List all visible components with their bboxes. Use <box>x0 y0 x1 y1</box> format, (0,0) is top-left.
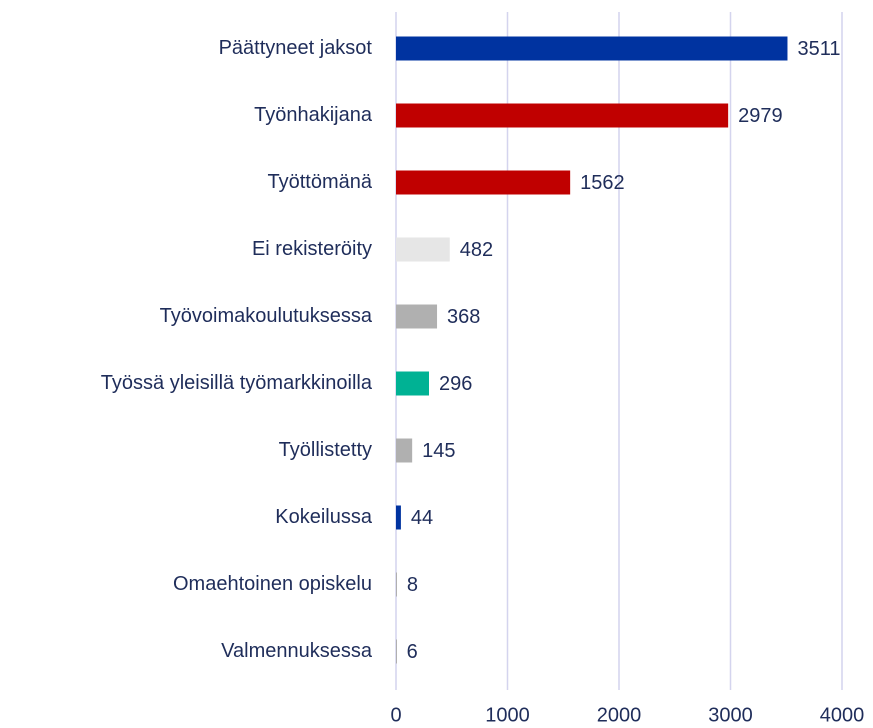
bar <box>396 371 430 396</box>
y-tick-label: Työllistetty <box>279 439 372 461</box>
y-tick-label: Työvoimakoulutuksessa <box>160 305 373 327</box>
value-label: 2979 <box>738 105 783 127</box>
value-label: 1562 <box>580 172 625 194</box>
y-tick-label: Omaehtoinen opiskelu <box>173 573 372 595</box>
value-label: 368 <box>447 306 480 328</box>
x-tick-label: 2000 <box>597 704 642 726</box>
bar <box>396 36 788 61</box>
bar <box>396 639 397 664</box>
value-label: 8 <box>407 574 418 596</box>
y-tick-label: Työssä yleisillä työmarkkinoilla <box>101 372 373 394</box>
bar <box>396 170 571 195</box>
value-label: 296 <box>439 373 472 395</box>
bar <box>396 103 729 128</box>
y-tick-label: Päättyneet jaksot <box>219 37 373 59</box>
x-tick-label: 0 <box>390 704 401 726</box>
value-label: 482 <box>460 239 493 261</box>
x-tick-label: 1000 <box>485 704 530 726</box>
y-tick-label: Työnhakijana <box>254 104 373 126</box>
y-tick-label: Ei rekisteröity <box>252 238 372 260</box>
value-label: 44 <box>411 507 433 529</box>
y-tick-label: Valmennuksessa <box>221 640 373 662</box>
bar <box>396 572 397 597</box>
value-label: 6 <box>407 641 418 663</box>
value-label: 145 <box>422 440 455 462</box>
bar <box>396 438 413 463</box>
y-tick-label: Kokeilussa <box>275 506 373 528</box>
bar <box>396 304 438 329</box>
x-tick-label: 4000 <box>820 704 865 726</box>
x-tick-label: 3000 <box>708 704 753 726</box>
value-label: 3511 <box>797 38 840 60</box>
bar <box>396 237 450 262</box>
bar <box>396 505 401 530</box>
y-tick-label: Työttömänä <box>267 171 372 193</box>
